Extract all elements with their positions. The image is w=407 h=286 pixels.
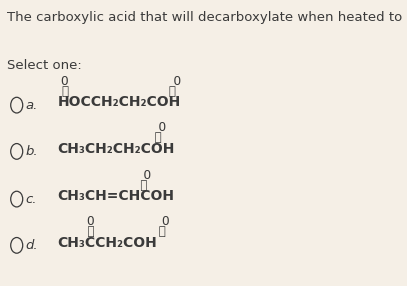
Text: O         O: O O (57, 215, 170, 228)
Text: b.: b. (25, 145, 38, 158)
Text: CH₃CCH₂COH: CH₃CCH₂COH (57, 236, 157, 250)
Text: c.: c. (25, 192, 37, 206)
Text: O: O (61, 169, 151, 182)
Text: d.: d. (25, 239, 38, 252)
Text: a.: a. (25, 99, 38, 112)
Text: ∥: ∥ (62, 178, 147, 192)
Text: CH₃CH₂CH₂COH: CH₃CH₂CH₂COH (57, 142, 175, 156)
Text: ∥         ∥: ∥ ∥ (59, 225, 165, 238)
Text: The carboxylic acid that will decarboxylate when heated to 100–150 °C is:: The carboxylic acid that will decarboxyl… (7, 11, 407, 24)
Text: Select one:: Select one: (7, 59, 82, 72)
Text: ∥: ∥ (62, 131, 162, 144)
Text: ∥              ∥: ∥ ∥ (62, 85, 176, 98)
Text: HOCCH₂CH₂COH: HOCCH₂CH₂COH (57, 95, 181, 109)
Text: CH₃CH=CHCOH: CH₃CH=CHCOH (57, 189, 175, 203)
Text: O              O: O O (61, 75, 181, 88)
Text: O: O (61, 121, 166, 134)
